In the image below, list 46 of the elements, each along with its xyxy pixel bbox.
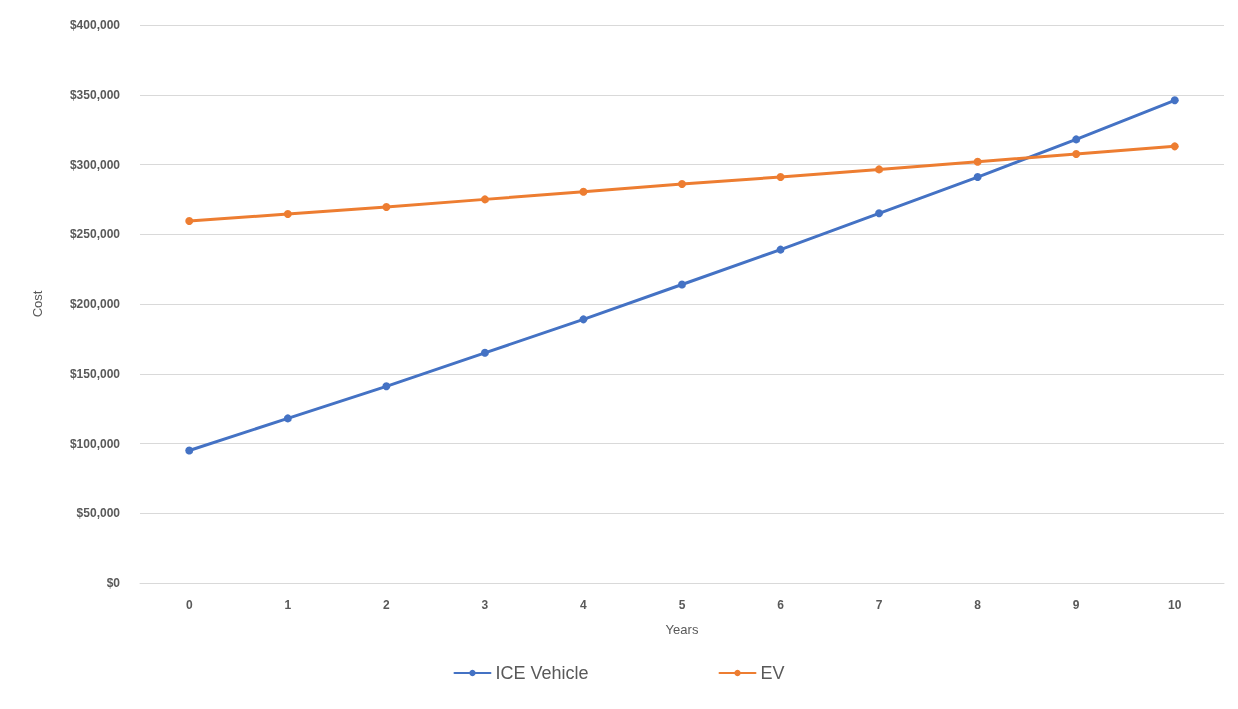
point xyxy=(579,187,588,196)
point xyxy=(678,280,686,289)
point xyxy=(382,203,391,212)
point xyxy=(678,180,686,189)
point xyxy=(973,157,982,166)
legend-label: ICE Vehicle xyxy=(495,663,589,683)
y-tick-label: $350,000 xyxy=(69,87,121,102)
x-tick-label: 7 xyxy=(875,598,883,612)
point xyxy=(776,245,785,254)
y-axis-title: Cost xyxy=(30,290,45,318)
y-tick-label: $400,000 xyxy=(69,18,121,32)
point xyxy=(579,315,588,324)
point xyxy=(382,382,391,391)
x-tick-label: 4 xyxy=(580,598,588,612)
y-tick-label: $250,000 xyxy=(69,227,121,242)
point xyxy=(1072,135,1081,144)
point xyxy=(283,414,292,423)
x-tick-label: 9 xyxy=(1072,598,1080,612)
point xyxy=(480,348,489,357)
point xyxy=(185,446,194,455)
point xyxy=(1170,96,1179,105)
point xyxy=(875,209,884,218)
y-tick-label: $50,000 xyxy=(76,506,121,521)
x-tick-label: 0 xyxy=(185,598,193,612)
x-tick-label: 6 xyxy=(777,598,785,612)
x-tick-label: 10 xyxy=(1168,598,1182,612)
point xyxy=(185,217,194,225)
legend-label: EV xyxy=(760,663,785,683)
x-axis-title: Years xyxy=(665,622,699,637)
y-tick-label: $200,000 xyxy=(69,297,121,311)
y-tick-label: $150,000 xyxy=(69,366,121,381)
point xyxy=(283,210,292,219)
point xyxy=(480,195,489,204)
x-tick-label: 3 xyxy=(481,598,489,612)
point xyxy=(875,165,884,174)
x-tick-label: 2 xyxy=(383,598,391,612)
point xyxy=(1072,150,1081,159)
y-tick-label: $100,000 xyxy=(69,436,121,451)
x-tick-label: 1 xyxy=(284,598,292,612)
y-tick-label: $0 xyxy=(106,576,121,590)
point xyxy=(1170,142,1179,151)
point xyxy=(973,173,982,182)
point xyxy=(776,173,785,182)
y-tick-label: $300,000 xyxy=(69,157,121,172)
x-tick-label: 5 xyxy=(678,598,686,612)
x-tick-label: 8 xyxy=(974,598,982,612)
